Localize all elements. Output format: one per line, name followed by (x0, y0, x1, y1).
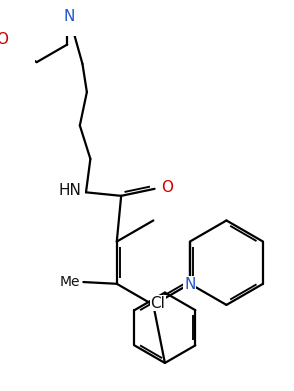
Text: O: O (161, 179, 173, 195)
Text: Cl: Cl (151, 296, 165, 311)
Text: N: N (184, 277, 196, 292)
Text: O: O (0, 32, 8, 47)
Text: Me: Me (59, 275, 80, 289)
Text: N: N (63, 9, 75, 24)
Text: HN: HN (59, 183, 82, 198)
